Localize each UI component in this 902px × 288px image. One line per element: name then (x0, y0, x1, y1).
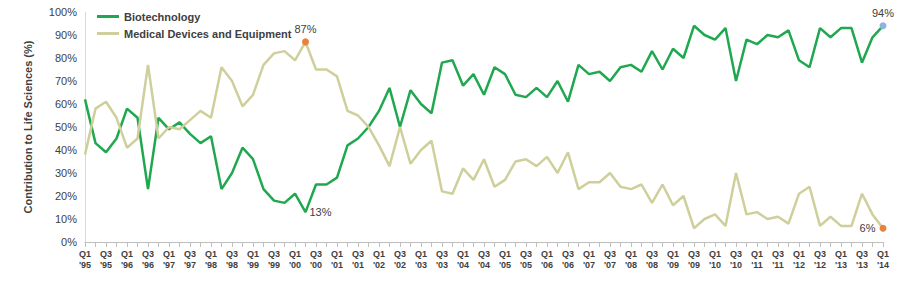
svg-text:70%: 70% (55, 75, 77, 87)
svg-text:'05: '05 (499, 260, 511, 270)
svg-text:Q1: Q1 (877, 249, 889, 259)
svg-text:40%: 40% (55, 144, 77, 156)
svg-text:Q3: Q3 (478, 249, 490, 259)
svg-text:'99: '99 (268, 260, 280, 270)
svg-text:Q1: Q1 (751, 249, 763, 259)
svg-text:Contribution to Life Sciences: Contribution to Life Sciences (%) (22, 40, 34, 213)
svg-text:94%: 94% (872, 7, 894, 19)
svg-text:Q1: Q1 (331, 249, 343, 259)
svg-text:Q1: Q1 (415, 249, 427, 259)
svg-text:'10: '10 (709, 260, 721, 270)
svg-text:'07: '07 (583, 260, 595, 270)
svg-text:'00: '00 (310, 260, 322, 270)
svg-text:Q1: Q1 (121, 249, 133, 259)
svg-text:Q1: Q1 (583, 249, 595, 259)
svg-text:Q1: Q1 (835, 249, 847, 259)
svg-text:Q1: Q1 (709, 249, 721, 259)
svg-text:Q3: Q3 (856, 249, 868, 259)
svg-text:'06: '06 (562, 260, 574, 270)
svg-text:Q3: Q3 (688, 249, 700, 259)
svg-text:'03: '03 (415, 260, 427, 270)
svg-text:Q1: Q1 (205, 249, 217, 259)
svg-text:'08: '08 (625, 260, 637, 270)
svg-text:50%: 50% (55, 121, 77, 133)
svg-text:100%: 100% (49, 6, 77, 18)
svg-text:'01: '01 (352, 260, 364, 270)
svg-text:'95: '95 (100, 260, 112, 270)
svg-text:Q3: Q3 (730, 249, 742, 259)
svg-text:Q3: Q3 (772, 249, 784, 259)
svg-text:'06: '06 (541, 260, 553, 270)
svg-text:Q3: Q3 (184, 249, 196, 259)
svg-text:'08: '08 (646, 260, 658, 270)
svg-text:'99: '99 (247, 260, 259, 270)
svg-text:'14: '14 (877, 260, 889, 270)
svg-text:Q1: Q1 (79, 249, 91, 259)
svg-text:6%: 6% (860, 222, 876, 234)
svg-text:Q3: Q3 (520, 249, 532, 259)
svg-text:80%: 80% (55, 52, 77, 64)
svg-text:'12: '12 (814, 260, 826, 270)
svg-text:'96: '96 (142, 260, 154, 270)
svg-text:Q3: Q3 (646, 249, 658, 259)
svg-text:Q1: Q1 (793, 249, 805, 259)
svg-text:'13: '13 (856, 260, 868, 270)
svg-text:Q1: Q1 (541, 249, 553, 259)
svg-text:'09: '09 (667, 260, 679, 270)
svg-text:'97: '97 (184, 260, 196, 270)
svg-text:'98: '98 (226, 260, 238, 270)
svg-text:'96: '96 (121, 260, 133, 270)
svg-text:Q3: Q3 (604, 249, 616, 259)
svg-text:Q3: Q3 (814, 249, 826, 259)
svg-text:Q1: Q1 (163, 249, 175, 259)
svg-text:Q3: Q3 (352, 249, 364, 259)
svg-text:'11: '11 (751, 260, 763, 270)
svg-text:90%: 90% (55, 29, 77, 41)
svg-text:Biotechnology: Biotechnology (124, 11, 201, 23)
svg-text:60%: 60% (55, 98, 77, 110)
svg-text:Q1: Q1 (289, 249, 301, 259)
svg-text:'05: '05 (520, 260, 532, 270)
svg-text:Medical Devices and Equipment: Medical Devices and Equipment (124, 28, 292, 40)
svg-text:Q1: Q1 (373, 249, 385, 259)
svg-text:20%: 20% (55, 190, 77, 202)
svg-text:Q3: Q3 (394, 249, 406, 259)
svg-text:'10: '10 (730, 260, 742, 270)
svg-text:Q1: Q1 (625, 249, 637, 259)
svg-text:'07: '07 (604, 260, 616, 270)
svg-text:Q1: Q1 (247, 249, 259, 259)
svg-text:'97: '97 (163, 260, 175, 270)
svg-text:0%: 0% (61, 236, 77, 248)
svg-text:'12: '12 (793, 260, 805, 270)
svg-text:'09: '09 (688, 260, 700, 270)
svg-text:Q3: Q3 (226, 249, 238, 259)
svg-text:Q1: Q1 (667, 249, 679, 259)
svg-text:'03: '03 (436, 260, 448, 270)
svg-text:10%: 10% (55, 213, 77, 225)
svg-text:Q1: Q1 (499, 249, 511, 259)
svg-text:Q3: Q3 (100, 249, 112, 259)
svg-text:Q1: Q1 (457, 249, 469, 259)
svg-text:'13: '13 (835, 260, 847, 270)
svg-text:'04: '04 (457, 260, 469, 270)
svg-text:'04: '04 (478, 260, 490, 270)
svg-text:'00: '00 (289, 260, 301, 270)
svg-text:Q3: Q3 (268, 249, 280, 259)
svg-text:'01: '01 (331, 260, 343, 270)
svg-text:87%: 87% (294, 23, 316, 35)
svg-text:Q3: Q3 (142, 249, 154, 259)
svg-text:'02: '02 (373, 260, 385, 270)
svg-text:30%: 30% (55, 167, 77, 179)
svg-text:Q3: Q3 (562, 249, 574, 259)
svg-text:13%: 13% (310, 206, 332, 218)
svg-text:'95: '95 (79, 260, 91, 270)
svg-text:'02: '02 (394, 260, 406, 270)
svg-text:'11: '11 (772, 260, 784, 270)
svg-text:Q3: Q3 (436, 249, 448, 259)
svg-text:'98: '98 (205, 260, 217, 270)
svg-text:Q3: Q3 (310, 249, 322, 259)
